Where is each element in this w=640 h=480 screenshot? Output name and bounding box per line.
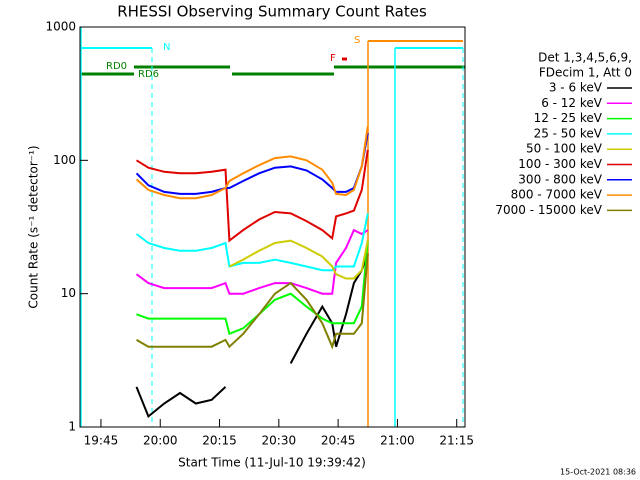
y-tick-label: 1 <box>68 420 76 434</box>
legend-label: 12 - 25 keV <box>534 111 603 125</box>
series-line <box>135 132 369 195</box>
x-tick-label: 20:00 <box>143 434 178 448</box>
footer: 15-Oct-2021 08:36 <box>560 468 636 477</box>
annotation: RD0 <box>106 61 127 72</box>
annotation: S <box>354 35 360 46</box>
series-line <box>136 253 369 350</box>
series-line <box>135 126 369 200</box>
legend-label: 6 - 12 keV <box>541 96 603 110</box>
x-tick-label: 21:00 <box>380 434 415 448</box>
legend-label: 25 - 50 keV <box>534 126 603 140</box>
x-axis-label: Start Time (11-Jul-10 19:39:42) <box>178 456 366 470</box>
legend-label: 3 - 6 keV <box>549 81 603 95</box>
x-tick-label: 20:30 <box>262 434 297 448</box>
annotation: N <box>163 42 170 53</box>
y-tick-label: 10 <box>61 286 76 300</box>
x-tick-label: 20:15 <box>202 434 237 448</box>
legend-label: 300 - 800 keV <box>518 172 602 186</box>
legend-label: 50 - 100 keV <box>526 142 603 156</box>
y-axis-label: Count Rate (s⁻¹ detector⁻¹) <box>27 145 41 308</box>
series-line <box>228 239 369 280</box>
legend-label: 100 - 300 keV <box>518 157 602 171</box>
legend-header: FDecim 1, Att 0 <box>539 66 632 80</box>
legend-header: Det 1,3,4,5,6,9, <box>538 51 632 65</box>
flags <box>80 27 465 427</box>
annotation: F <box>330 53 336 64</box>
chart-title: RHESSI Observing Summary Count Rates <box>117 3 427 21</box>
legend-label: 7000 - 15000 keV <box>495 203 602 217</box>
annotation: RD6 <box>138 69 159 80</box>
x-tick-label: 20:45 <box>321 434 356 448</box>
series-line <box>135 253 369 419</box>
y-tick-label: 100 <box>53 153 76 167</box>
x-tick-label: 21:15 <box>439 434 474 448</box>
y-tick-label: 1000 <box>45 20 76 34</box>
series-line <box>135 149 369 243</box>
series-line <box>135 228 369 295</box>
series-line <box>136 240 369 336</box>
series-line <box>135 213 369 272</box>
x-tick-label: 19:45 <box>84 434 119 448</box>
legend-label: 800 - 7000 keV <box>511 188 603 202</box>
plot-frame <box>79 26 466 428</box>
